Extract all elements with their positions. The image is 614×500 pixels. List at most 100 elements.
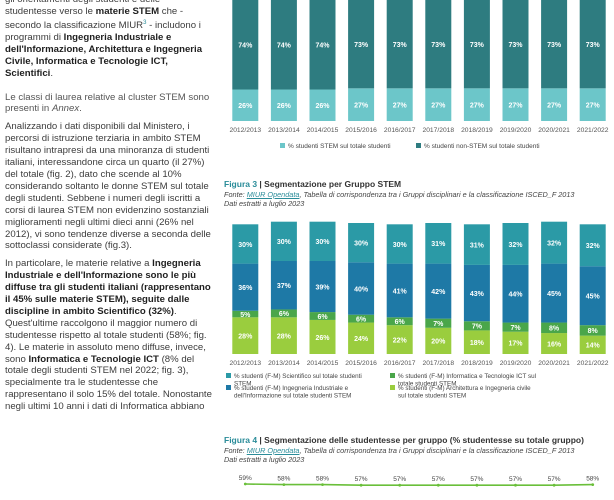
bar-segment [309,89,336,121]
text-run: (8% del totale degli studenti STEM nel 2… [5,353,212,413]
stem-share-bar-chart: 26% 74% 26% 74% 26% 74% 27% 73% 27% 73% 27% 73% 27% 7… [229,0,609,150]
x-tick-label: 2012/2013 [229,127,261,134]
x-tick-label: 2016/2017 [384,360,416,367]
bar-value-label: 26% [238,103,253,110]
bar-value-label: 7% [433,321,444,328]
bar-value-label: 27% [354,102,369,109]
bar-segment [502,88,529,121]
paragraph-stem-definition: gli orientamenti degli studenti e delle … [0,0,212,80]
bar-segment [309,312,336,320]
bar-segment [541,263,568,323]
bar-value-label: 16% [547,341,562,348]
text-run: . Quest'ultime raccolgono il maggior num… [5,305,207,365]
bar-value-label: 30% [315,239,330,246]
x-tick-label: 2014/2015 [307,127,339,134]
figure-4-note: Dati estratti a luglio 2023 [224,455,305,465]
bar-value-label: 73% [586,42,601,49]
bar-segment [425,263,452,319]
bar-segment [502,322,529,332]
bar-value-label: 31% [431,241,446,248]
bar-segment [386,325,413,354]
line-point [398,483,402,487]
legend-label: % studenti (F-M) Informatica e Tecnologi… [398,373,536,387]
bar-segment [232,310,259,318]
text-run: . [79,103,82,115]
bar-value-label: 73% [393,42,408,49]
bar-segment [502,264,529,323]
bar-segment [425,223,452,264]
female-share-line-chart: 59% 58% 58% 57% 57% 57% 57% 57% 57% 58% [239,475,599,487]
figure-4-source: Fonte: MIUR Opendata, Tabella di corrisp… [224,446,574,464]
bar-segment [463,224,490,265]
x-tick-label: 2021/2022 [577,127,609,134]
bar-segment [270,309,297,318]
bar-value-label: 8% [549,326,560,333]
x-tick-label: 2015/2016 [345,360,377,367]
bar-segment [541,0,568,89]
text-run: In particolare, le materie relative a [5,258,153,270]
bar-value-label: 30% [354,240,369,247]
line-value-label: 57% [548,476,561,483]
x-tick-label: 2013/2014 [268,127,300,134]
x-tick-label: 2017/2018 [422,127,454,134]
line-series [245,483,593,486]
text-run: gli orientamenti degli studenti e delle … [5,0,160,17]
bar-value-label: 27% [547,102,562,109]
italic-run: Annex [51,103,80,115]
text-run: che - secondo la classificazione MIUR [5,5,184,31]
bar-segment [348,88,375,121]
line-point [243,482,247,486]
bar-value-label: 5% [240,312,251,319]
bar-value-label: 45% [586,294,601,301]
bar-value-label: 30% [277,239,292,246]
bar-value-label: 32% [586,243,601,250]
bar-value-label: 73% [508,42,523,49]
figure-3-number: Figura 3 [224,179,258,189]
bar-segment [579,88,606,121]
bar-segment [348,223,375,263]
bar-value-label: 36% [238,285,253,292]
line-value-label: 57% [432,476,445,483]
source-link[interactable]: MIUR Opendata [246,190,300,199]
line-point [321,483,324,486]
bold-run: Informatica e Tecnologie ICT [28,353,159,365]
bar-segment [270,0,297,90]
bar-value-label: 37% [277,283,292,290]
line-value-label: 58% [586,476,599,483]
text-run: Le classi di laurea relative al cluster … [5,91,210,115]
legend-swatch [390,385,395,390]
body-text-column: gli orientamenti degli studenti e delle … [0,0,212,500]
legend-label: % studenti STEM sul totale studenti [288,143,391,150]
line-point [436,483,440,487]
bar-value-label: 32% [547,240,562,247]
footnote-link[interactable]: 3 [143,19,147,26]
bar-segment [309,221,336,261]
source-suffix: , Tabella di corrispondenza tra i Gruppi… [299,446,575,455]
line-point [514,483,517,487]
bar-value-label: 27% [586,102,601,109]
bar-value-label: 73% [547,42,562,49]
bar-segment [348,322,375,354]
bar-value-label: 18% [470,340,485,347]
bar-segment [425,88,452,121]
bar-value-label: 26% [315,103,330,110]
bar-segment [463,264,490,322]
bar-segment [579,335,606,354]
legend-label: % studenti (F-M) Scientifico sul totale … [234,373,362,387]
source-link[interactable]: MIUR Opendata [246,446,300,455]
bar-segment [386,263,413,318]
legend-swatch [226,385,231,390]
bar-segment [579,224,606,267]
bar-segment [541,221,568,264]
bar-value-label: 24% [354,336,369,343]
bar-segment [425,327,452,354]
bar-segment [425,318,452,328]
bar-value-label: 45% [547,291,562,298]
bar-value-label: 30% [393,242,408,249]
figure-3-title-text: Segmentazione per Gruppo STEM [264,179,402,189]
line-point [359,483,363,487]
bar-value-label: 74% [277,43,292,50]
line-point [591,483,595,486]
legend-label: % studenti (F-M) Architettura e Ingegner… [398,385,531,399]
bar-value-label: 73% [354,42,369,49]
